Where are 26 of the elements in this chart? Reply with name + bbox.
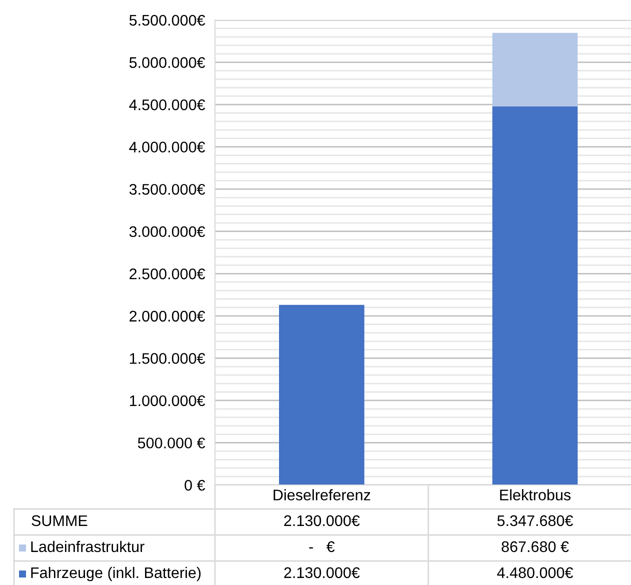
y-tick-label: 2.500.000€ [130,268,206,280]
y-tick-label: 1.500.000€ [130,353,206,364]
y-tick-label: 4.000.000€ [129,142,206,153]
data-label: 867.680 € [502,541,569,552]
y-tick-label: 3.500.000€ [129,184,206,195]
bar [492,32,578,106]
data-label: 4.480.000€ [497,567,574,578]
text: SUMME [32,515,88,526]
y-tick-label: 5.500.000€ [129,14,206,26]
x-tick-label: Elektrobus [500,489,571,500]
bar [279,304,364,485]
legend-label: Ladeinfrastruktur [31,540,144,552]
y-tick-label: 3.000.000€ [129,226,206,238]
y-tick-label: 0 € [184,480,206,491]
y-tick-label: 1.000.000€ [130,395,206,406]
x-tick-label: Dieselreferenz [274,489,370,500]
data-label: - € [309,541,335,552]
total-label: 2.130.000€ [284,515,360,526]
y-tick-label: 5.000.000€ [129,57,206,68]
total-label: 5.347.680€ [497,515,574,526]
y-tick-label: 500.000 € [138,438,206,448]
data-label: 2.130.000€ [284,567,360,578]
legend-label: Fahrzeuge (inkl. Batterie) [31,566,201,582]
y-tick-label: 4.500.000€ [129,99,206,110]
bar [492,106,578,485]
y-tick-label: 2.000.000€ [130,310,206,322]
